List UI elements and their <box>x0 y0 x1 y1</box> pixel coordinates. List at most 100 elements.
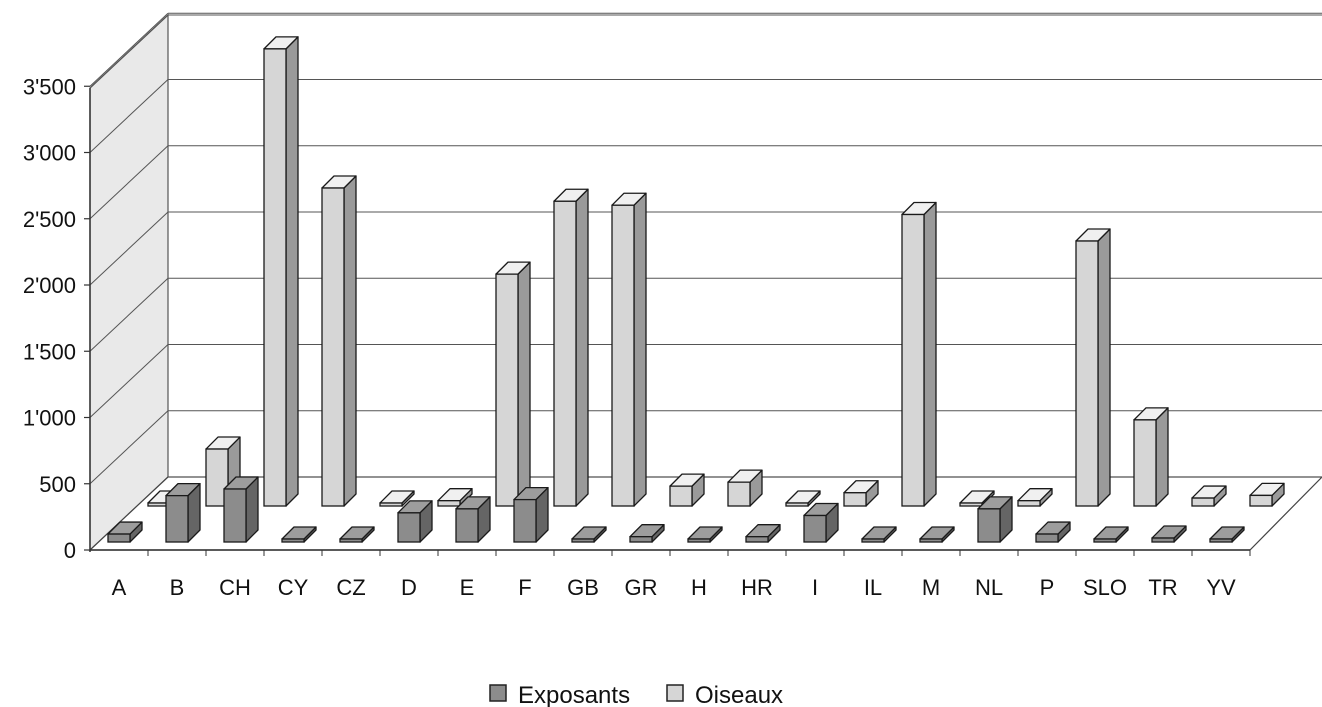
bar-exposants-GB <box>571 526 607 543</box>
bar-exposants-D <box>397 500 433 543</box>
gridline-side <box>89 277 169 352</box>
x-tick-label: E <box>460 575 475 600</box>
chart-side-wall <box>89 13 169 552</box>
bar-front <box>843 492 867 507</box>
bar-side <box>1155 407 1169 507</box>
bar-front <box>1191 497 1215 507</box>
bar-front <box>1209 538 1233 543</box>
bar-front <box>495 273 519 507</box>
y-tick-label: 1'000 <box>23 406 76 431</box>
legend-item-exposants: Exposants <box>489 682 630 707</box>
bar-front <box>339 538 363 543</box>
bar-front <box>611 204 635 507</box>
bar-oiseaux-P <box>1075 228 1111 507</box>
gridline-side <box>89 12 169 87</box>
bar-side <box>517 261 531 507</box>
x-tick-label: CH <box>219 575 251 600</box>
x-tick-label: GB <box>567 575 599 600</box>
x-tick-label: B <box>170 575 185 600</box>
bar-oiseaux-E <box>495 261 531 507</box>
legend-item-oiseaux: Oiseaux <box>666 682 783 707</box>
bar-exposants-CH <box>223 476 259 543</box>
y-tick-label: 2'500 <box>23 207 76 232</box>
x-tick-label: CY <box>278 575 309 600</box>
bar-oiseaux-CY <box>321 175 357 507</box>
x-tick-label: CZ <box>336 575 365 600</box>
x-tick-label: A <box>112 575 127 600</box>
bar-oiseaux-CH <box>263 36 299 507</box>
bar-front <box>455 508 479 543</box>
bar-front <box>1075 240 1099 507</box>
bar-exposants-IL <box>861 526 897 543</box>
bar-oiseaux-NL <box>1017 488 1053 507</box>
bar-front <box>1035 533 1059 543</box>
x-tick-label: IL <box>864 575 882 600</box>
bar-front <box>281 538 305 543</box>
x-tick-label: YV <box>1206 575 1236 600</box>
bar-front <box>727 481 751 507</box>
bar-front <box>165 494 189 543</box>
bar-oiseaux-HR <box>785 490 821 507</box>
y-tick-label: 3'500 <box>23 74 76 99</box>
gridline-side <box>89 211 169 286</box>
bar-front <box>321 187 345 507</box>
bar-exposants-YV <box>1209 526 1245 543</box>
bar-exposants-F <box>513 486 549 543</box>
bar-front <box>1151 537 1175 543</box>
x-tick-label: SLO <box>1083 575 1127 600</box>
bar-exposants-SLO <box>1093 526 1129 543</box>
y-tick-label: 2'000 <box>23 273 76 298</box>
bar-oiseaux-YV <box>1249 482 1285 507</box>
bar-front <box>901 213 925 507</box>
bar-oiseaux-F <box>553 188 589 507</box>
bar-exposants-E <box>455 496 491 543</box>
bar-front <box>803 514 827 543</box>
tick-labels: 0 500 1'000 1'500 2'000 2'500 3'000 3'500 A B CH CY… <box>23 74 1251 600</box>
bar-exposants-GR <box>629 524 665 543</box>
x-tick-label: F <box>518 575 531 600</box>
bar-side <box>923 201 937 507</box>
y-tick-label: 1'500 <box>23 339 76 364</box>
legend-swatch-exposants <box>489 684 507 702</box>
gridline-side <box>89 14 169 89</box>
gridline-side <box>89 410 169 485</box>
bar-side <box>633 192 647 507</box>
bar-exposants-P <box>1035 521 1071 543</box>
x-tick-label: NL <box>975 575 1003 600</box>
x-tick-label: M <box>922 575 940 600</box>
bar-oiseaux-GB <box>611 192 647 507</box>
x-tick-label: GR <box>625 575 658 600</box>
bar-side <box>575 188 589 507</box>
bar-front <box>205 448 229 507</box>
bar-oiseaux-H <box>727 469 763 507</box>
bar-front <box>553 200 577 507</box>
bar-oiseaux-IL <box>901 201 937 507</box>
bar-side <box>285 36 299 507</box>
bar-front <box>959 502 983 507</box>
bar-front <box>379 502 403 507</box>
bar-exposants-H <box>687 526 723 543</box>
bar-front <box>107 533 131 543</box>
bar-exposants-HR <box>745 524 781 543</box>
bar-front <box>919 538 943 543</box>
bar-front <box>1249 494 1273 507</box>
x-tick-label: H <box>691 575 707 600</box>
bar-exposants-CY <box>281 526 317 543</box>
chart-back-wall <box>168 15 1322 477</box>
bar-exposants-CZ <box>339 526 375 543</box>
bar-front <box>397 512 421 543</box>
bar-oiseaux-SLO <box>1133 407 1169 507</box>
gridline-side <box>89 145 169 220</box>
bar-front <box>437 500 461 507</box>
bar-front <box>669 485 693 507</box>
bar-oiseaux-TR <box>1191 485 1227 507</box>
gridline-side <box>89 344 169 418</box>
bar-exposants-NL <box>977 496 1013 543</box>
bar-front <box>977 508 1001 543</box>
legend: Exposants Oiseaux <box>489 682 783 707</box>
bar-front <box>1093 538 1117 543</box>
bar-exposants-I <box>803 502 839 543</box>
bar-oiseaux-I <box>843 480 879 507</box>
y-tick-label: 0 <box>64 538 76 563</box>
